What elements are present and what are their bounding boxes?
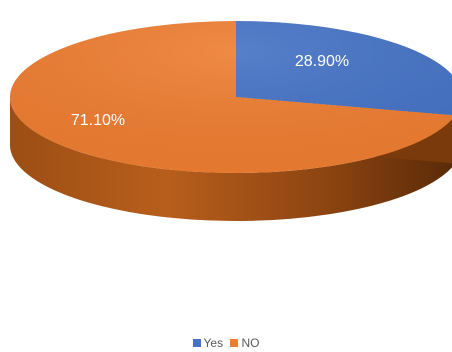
legend-swatch-yes: [192, 339, 201, 347]
pie-side-no: [10, 97, 452, 221]
pie-top-shading: [10, 21, 452, 173]
data-label-no: 71.10%: [71, 112, 125, 129]
legend-item-no: NO: [230, 336, 259, 350]
legend-label-no: NO: [241, 336, 260, 350]
legend: Yes NO: [0, 336, 452, 350]
legend-swatch-no: [230, 339, 239, 347]
legend-item-yes: Yes: [192, 336, 224, 350]
legend-label-yes: Yes: [203, 336, 224, 350]
data-label-yes: 28.90%: [295, 53, 349, 70]
